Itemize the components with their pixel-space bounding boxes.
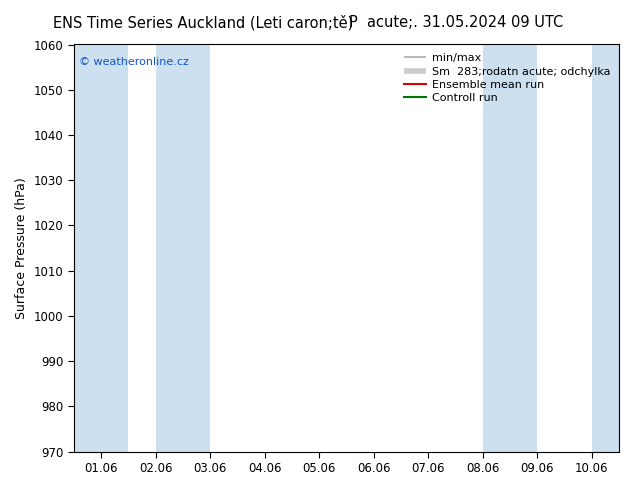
Text: © weatheronline.cz: © weatheronline.cz	[79, 57, 189, 67]
Bar	[74, 45, 128, 452]
Bar	[482, 45, 537, 452]
Y-axis label: Surface Pressure (hPa): Surface Pressure (hPa)	[15, 177, 28, 319]
Bar	[155, 45, 210, 452]
Legend: min/max, Sm  283;rodatn acute; odchylka, Ensemble mean run, Controll run: min/max, Sm 283;rodatn acute; odchylka, …	[401, 50, 614, 107]
Bar	[592, 45, 634, 452]
Text: ENS Time Series Auckland (Leti caron;tě): ENS Time Series Auckland (Leti caron;tě)	[53, 15, 353, 30]
Text: P  acute;. 31.05.2024 09 UTC: P acute;. 31.05.2024 09 UTC	[349, 15, 564, 30]
